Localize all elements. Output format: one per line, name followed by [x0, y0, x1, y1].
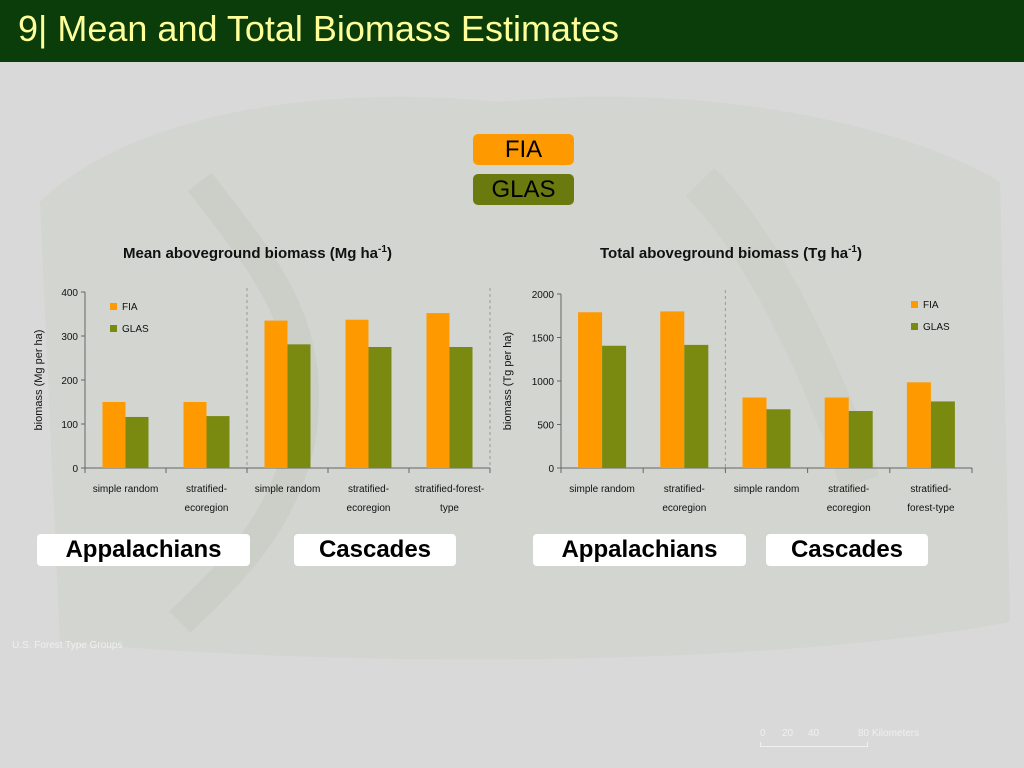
y-tick-label: 300: [61, 332, 78, 343]
bar-fia: [578, 312, 603, 468]
scale-tick-0: 0: [760, 728, 766, 739]
y-axis-label: biomass (Tg per ha): [502, 332, 514, 430]
legend-swatch-fia: [110, 303, 117, 310]
bar-glas: [848, 411, 873, 468]
scale-tick-20: 20: [782, 728, 794, 739]
region-label-appalachians-mean: Appalachians: [37, 534, 250, 566]
bar-fia: [824, 397, 849, 468]
bar-glas: [125, 416, 149, 468]
bar-glas: [449, 347, 473, 468]
y-tick-label: 0: [72, 464, 78, 475]
bar-fia: [426, 313, 450, 468]
bar-fia: [742, 397, 767, 468]
y-tick-label: 400: [61, 288, 78, 299]
legend-label-glas: GLAS: [923, 322, 950, 333]
x-tick-label: stratified-: [186, 484, 227, 495]
x-tick-label: ecoregion: [347, 503, 391, 514]
scale-tick-40: 40: [808, 728, 820, 739]
chart-svg: Mean aboveground biomass (Mg ha-1) 0 100 20…: [33, 244, 491, 514]
x-tick-label: stratified-forest-: [415, 484, 484, 495]
map-legend-heading: U.S. Forest Type Groups: [12, 640, 123, 651]
bar-glas: [602, 345, 627, 468]
legend-box-fia: FIA: [473, 134, 574, 165]
legend-swatch-glas: [110, 325, 117, 332]
legend-label-glas: GLAS: [122, 324, 149, 335]
x-tick-label: stratified-: [828, 484, 869, 495]
bar-fia: [660, 311, 685, 468]
bar-fia: [906, 382, 931, 468]
x-tick-label: stratified-: [348, 484, 389, 495]
y-tick-label: 1000: [532, 377, 555, 388]
legend-swatch-glas: [911, 323, 918, 330]
bar-fia: [345, 319, 369, 468]
bar-glas: [287, 344, 311, 468]
chart-total-biomass: Total aboveground biomass (Tg ha-1) 0 500 1…: [497, 230, 977, 530]
chart-title: Mean aboveground biomass (Mg ha-1): [123, 244, 392, 262]
region-label-appalachians-total: Appalachians: [533, 534, 746, 566]
bar-glas: [684, 344, 709, 468]
x-tick-label: simple random: [255, 484, 321, 495]
bar-fia: [183, 402, 207, 468]
bar-glas: [930, 401, 955, 468]
y-tick-label: 0: [548, 464, 554, 475]
x-tick-label: stratified-: [910, 484, 951, 495]
x-tick-label: type: [440, 503, 459, 514]
x-tick-label: ecoregion: [185, 503, 229, 514]
bar-glas: [766, 409, 791, 468]
legend-label-fia: FIA: [122, 302, 138, 313]
chart-title: Total aboveground biomass (Tg ha-1): [600, 244, 862, 262]
y-tick-label: 500: [537, 421, 554, 432]
x-tick-label: ecoregion: [662, 503, 706, 514]
x-tick-label: stratified-: [664, 484, 705, 495]
x-tick-label: simple random: [734, 484, 800, 495]
scale-tick-80: 80 Kilometers: [858, 728, 920, 739]
bar-fia: [102, 402, 126, 468]
y-axis-label: biomass (Mg per ha): [33, 330, 45, 431]
chart-mean-biomass: Mean aboveground biomass (Mg ha-1) 0 100 20…: [30, 230, 500, 530]
y-tick-label: 1500: [532, 334, 555, 345]
title-bar: 9| Mean and Total Biomass Estimates: [0, 0, 1024, 62]
region-label-cascades-total: Cascades: [766, 534, 928, 566]
chart-svg: Total aboveground biomass (Tg ha-1) 0 500 1…: [502, 244, 973, 514]
bar-glas: [368, 347, 392, 468]
y-tick-label: 200: [61, 376, 78, 387]
x-tick-label: forest-type: [907, 503, 955, 514]
scale-bar-line: [760, 742, 868, 747]
x-tick-label: simple random: [569, 484, 635, 495]
y-tick-label: 2000: [532, 290, 555, 301]
map-scale-bar: 0 20 40 80 Kilometers: [760, 728, 950, 754]
y-tick-label: 100: [61, 420, 78, 431]
x-tick-label: ecoregion: [827, 503, 871, 514]
legend-swatch-fia: [911, 301, 918, 308]
page-title: 9| Mean and Total Biomass Estimates: [18, 8, 619, 49]
region-label-cascades-mean: Cascades: [294, 534, 456, 566]
bar-glas: [206, 416, 230, 468]
legend-box-glas: GLAS: [473, 174, 574, 205]
x-tick-label: simple random: [93, 484, 159, 495]
bar-fia: [264, 320, 288, 468]
legend-label-fia: FIA: [923, 300, 939, 311]
